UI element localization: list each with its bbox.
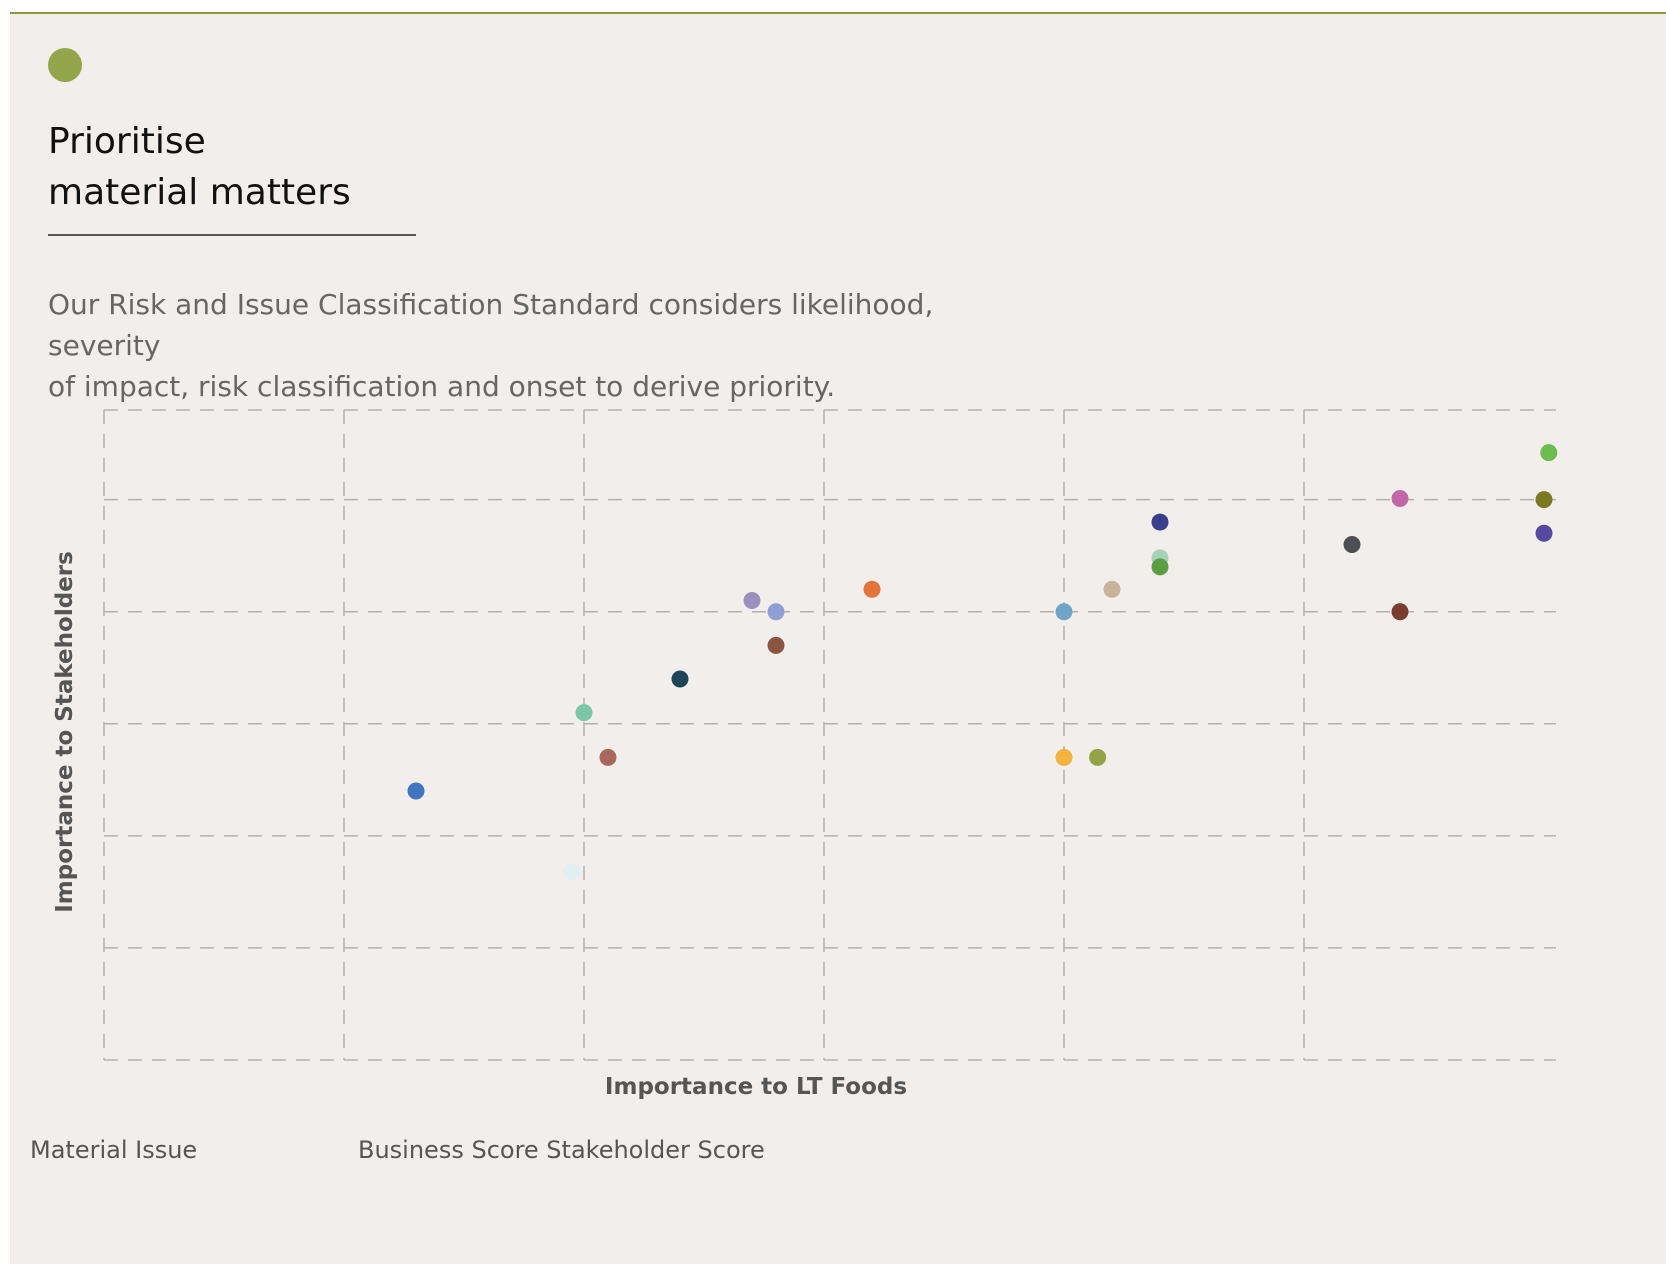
title-line-2: material matters <box>48 172 351 213</box>
scatter-point <box>1535 491 1553 509</box>
description-line-1: Our Risk and Issue Classification Standa… <box>48 288 934 362</box>
scatter-point <box>1391 603 1409 621</box>
scatter-point <box>563 863 581 881</box>
chart-grid <box>103 409 1556 1061</box>
scatter-point <box>575 704 593 722</box>
scatter-point <box>767 603 785 621</box>
scatter-point <box>671 670 689 688</box>
scatter-point <box>1055 603 1073 621</box>
scatter-point <box>407 782 425 800</box>
scatter-point <box>1055 748 1073 766</box>
scatter-point <box>599 748 617 766</box>
description-line-2: of impact, risk classification and onset… <box>48 370 836 403</box>
description: Our Risk and Issue Classification Standa… <box>48 284 1048 407</box>
scatter-point <box>1535 524 1553 542</box>
scatter-point <box>1089 748 1107 766</box>
scatter-point <box>1540 444 1558 462</box>
chart-points <box>407 444 1558 881</box>
scatter-point <box>863 580 881 598</box>
scatter-point <box>1151 558 1169 576</box>
scatter-point <box>1343 535 1361 553</box>
title-line-1: Prioritise <box>48 121 206 162</box>
scatter-point <box>1391 490 1409 508</box>
material-matters-panel: Prioritise material matters Our Risk and… <box>10 12 1666 1264</box>
scatter-point <box>1151 513 1169 531</box>
footer-scores: Business Score Stakeholder Score <box>358 1136 765 1164</box>
page-title: Prioritise material matters <box>48 116 648 218</box>
title-divider <box>48 234 416 236</box>
scatter-point <box>743 592 761 610</box>
scatter-point <box>767 636 785 654</box>
scatter-point <box>1103 580 1121 598</box>
y-axis-label: Importance to Stakeholders <box>52 551 78 913</box>
materiality-scatter-chart: Importance to LT Foods Importance to Sta… <box>52 409 1558 1100</box>
section-marker-dot <box>48 48 82 82</box>
x-axis-label: Importance to LT Foods <box>605 1074 907 1100</box>
footer-material-issue: Material Issue <box>30 1136 198 1164</box>
